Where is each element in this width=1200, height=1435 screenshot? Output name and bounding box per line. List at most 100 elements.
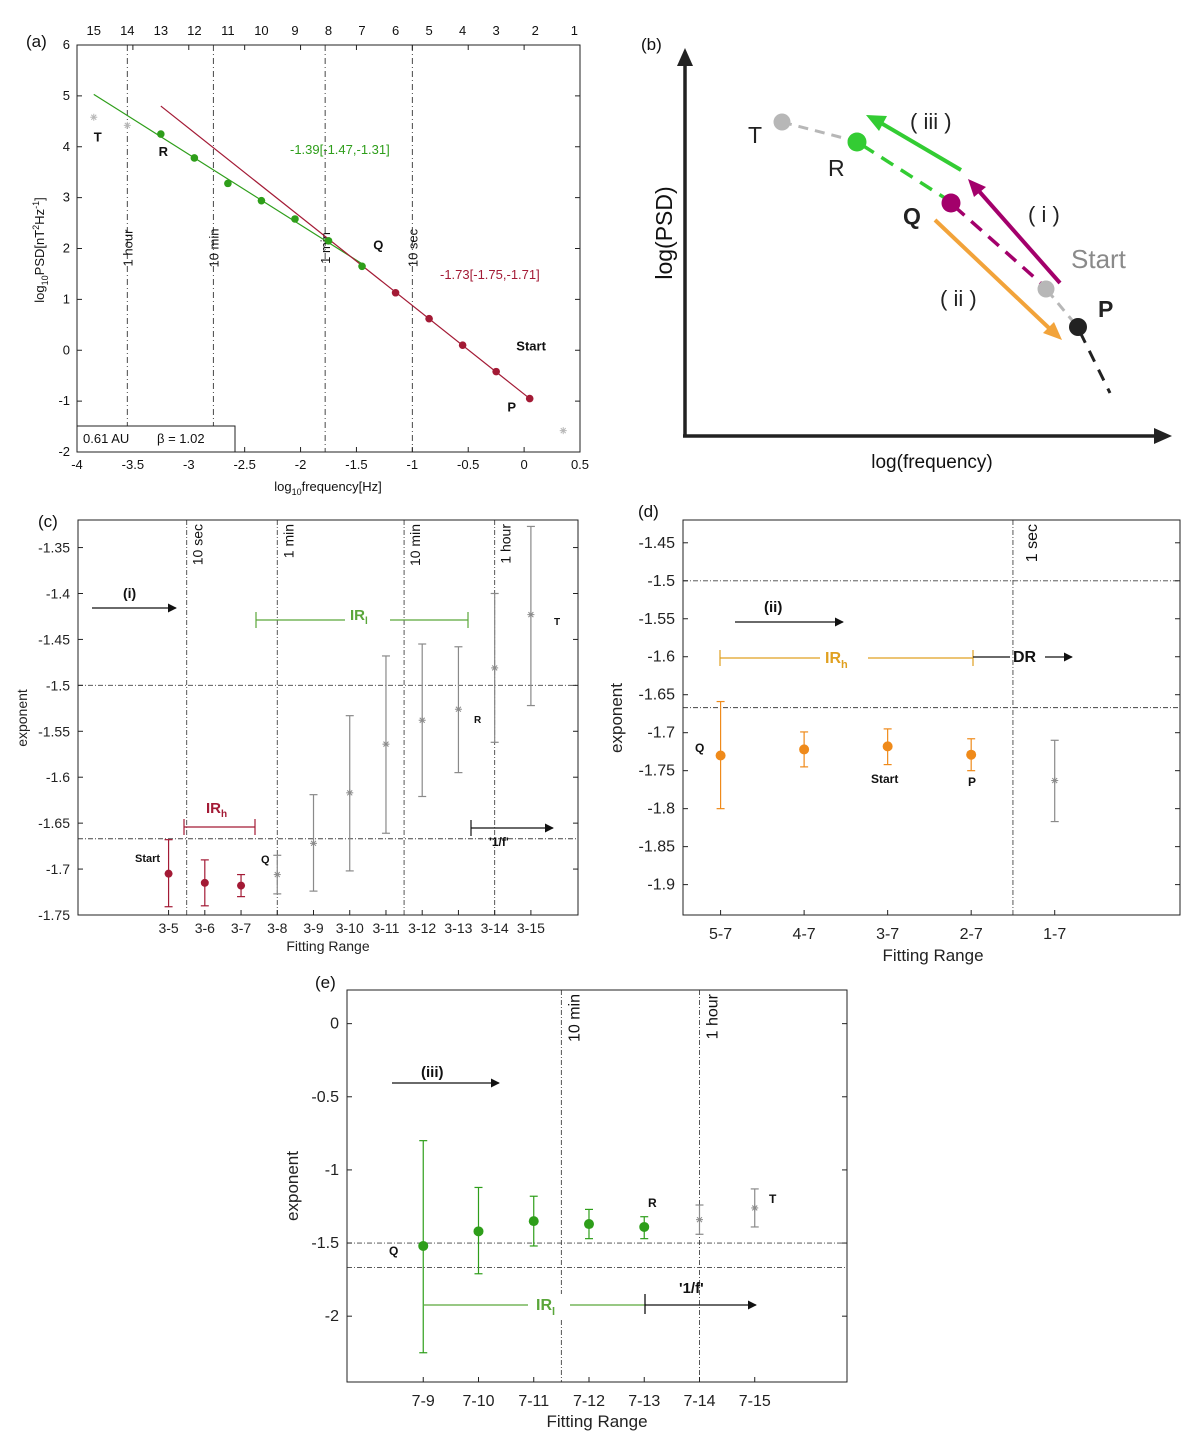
panel-a-vline-label: 1 hour: [120, 229, 135, 267]
pd-ytick-label: -1.85: [639, 839, 676, 856]
panel-b-label-p: P: [1098, 296, 1113, 322]
panel-b-xlabel: log(frequency): [871, 452, 992, 473]
panel-a-red-point: [391, 288, 400, 297]
panel-a-top-tick-label: 12: [187, 23, 201, 38]
panel-a-legend-au: 0.61 AU: [83, 431, 129, 446]
pc-gray-point-point: [491, 664, 499, 672]
panel-c-label-start: Start: [135, 853, 160, 865]
panel-e-ticks: 7-9 7-10 7-11 7-12 7-13 7-14 7-15 -2 -1.5 -1 -0.5 0: [311, 1016, 847, 1410]
panel-e-errorbars: [418, 1140, 759, 1354]
panel-d-ticks: 5-7 4-7 3-7 2-7 1-7 -1.9 -1.85 -1.8 -1.75 -1.7 -1.…: [639, 535, 1180, 943]
panel-a-green-fit-line: [93, 93, 363, 265]
pc-vline-label: 1 hour: [498, 524, 514, 564]
pc-gray-point: [526, 525, 535, 707]
panel-a-gray-point-stroke: [560, 427, 567, 434]
pe-green-point: [418, 1140, 429, 1354]
panel-a-top-tick-label: 10: [254, 23, 268, 38]
pc-gray-point: [381, 655, 390, 834]
pd-orange-point: [882, 728, 893, 766]
panel-a-top-tick-label: 9: [291, 23, 298, 38]
pc-xtick-label: 3-6: [195, 920, 215, 936]
panel-a-label: (a): [26, 32, 47, 51]
panel-e-onef-label: '1/f': [679, 1280, 704, 1297]
panel-a: (a) 15 14 13 12 11 10 9 8 7 6 5 4 3 2 1 1 hour 10 min 1 …: [26, 23, 589, 497]
panel-d-ref-lines: 1 sec: [683, 520, 1180, 915]
pd-ytick-label: -1.55: [639, 611, 676, 628]
panel-a-xtick-label: -3.5: [122, 457, 144, 472]
pd-ytick-label: -1.45: [639, 535, 676, 552]
pe-ytick-label: -1: [325, 1162, 339, 1179]
panel-e-label-t: T: [769, 1192, 777, 1206]
pd-ytick-label: -1.7: [647, 725, 675, 742]
pe-green-point: [473, 1186, 484, 1275]
panel-a-ylabel: log10PSD[nT2Hz-1]: [31, 197, 50, 302]
panel-b-arrow-iii: [879, 121, 963, 172]
panel-b-label-r: R: [828, 155, 845, 181]
panel-a-green-point: [257, 196, 266, 205]
pe-gray-point: [695, 1204, 704, 1235]
panel-a-ytick-label: 0: [63, 342, 70, 357]
pe-xtick-label: 7-9: [412, 1393, 435, 1410]
pc-gray-point-point-stroke: [419, 717, 426, 724]
panel-a-top-tick-label: 8: [325, 23, 332, 38]
panel-a-ytick-label: 1: [63, 291, 70, 306]
pc-vline-label: 10 min: [407, 524, 423, 566]
panel-a-vline-label: 10 min: [206, 228, 221, 267]
pe-vline-label: 10 min: [566, 994, 583, 1042]
panel-b-arrow-i: [976, 188, 1062, 285]
panel-c-label-i: (i): [123, 585, 136, 601]
panel-e-label-iii: (iii): [421, 1064, 444, 1081]
pc-ytick-label: -1.75: [38, 907, 70, 923]
panel-d-ylabel: exponent: [607, 683, 626, 753]
panel-a-points: [90, 113, 567, 435]
panel-a-legend-box: [76, 425, 236, 453]
pc-ytick-label: -1.35: [38, 540, 70, 556]
pc-gray-point-point: [346, 789, 354, 797]
pc-xtick-label: 3-14: [481, 920, 509, 936]
panel-a-xtick-label: -2: [295, 457, 307, 472]
panel-a-point-label: T: [94, 130, 102, 145]
panel-a-top-tick-label: 2: [532, 23, 539, 38]
pe-xtick-label: 7-14: [683, 1393, 715, 1410]
pc-red-point: [200, 859, 209, 907]
panel-a-xlabel: log10frequency[Hz]: [274, 479, 382, 497]
panel-a-red-fit-line: [160, 105, 531, 400]
pc-ytick-label: -1.65: [38, 815, 70, 831]
panel-a-red-point: [492, 367, 500, 376]
pe-vline-label: 1 hour: [704, 993, 721, 1039]
pd-ytick-label: -1.9: [647, 877, 675, 894]
panel-b-arrow-ii: [933, 218, 1052, 331]
panel-a-red-point: [458, 341, 467, 349]
pd-xtick-label: 1-7: [1043, 926, 1066, 943]
panel-a-green-point: [157, 130, 165, 138]
pc-xtick-label: 3-13: [444, 920, 472, 936]
pc-gray-point: [309, 794, 318, 892]
panel-b-x-axis-arrowhead: [1154, 428, 1172, 444]
panel-a-gray-point: [90, 113, 98, 121]
pe-green-point-point: [639, 1221, 650, 1232]
pc-gray-point-point: [454, 705, 462, 713]
pe-ytick-label: -0.5: [311, 1089, 339, 1106]
pe-ytick-label: -1.5: [311, 1235, 339, 1252]
pd-ytick-label: -1.75: [639, 763, 676, 780]
panel-d-annotations: (ii) IRh DR Q Start P: [695, 599, 1073, 789]
panel-c-ticks: 3-5 3-6 3-7 3-8 3-9 3-10 3-11 3-12 3-13 3-14 3-15 -…: [38, 540, 578, 936]
panel-a-ytick-label: 6: [63, 37, 70, 52]
pe-gray-point-point-stroke: [696, 1216, 703, 1223]
panel-e-label-q: Q: [389, 1244, 398, 1258]
pc-gray-point-point-stroke: [346, 789, 353, 796]
pd-orange-point-point: [966, 749, 977, 760]
panel-c-label: (c): [38, 512, 58, 531]
pc-gray-point-point-stroke: [455, 706, 462, 713]
panel-a-ytick-label: -1: [58, 393, 70, 408]
panel-a-gray-point-stroke: [124, 122, 131, 129]
panel-c-ylabel: exponent: [14, 689, 30, 747]
panel-a-point-label: Q: [373, 238, 383, 253]
panel-a-top-tick-labels: 15 14 13 12 11 10 9 8 7 6 5 4 3 2 1: [87, 23, 578, 38]
pc-xtick-label: 3-7: [231, 920, 251, 936]
panel-e-axes-frame: [346, 989, 848, 1383]
pe-green-point: [528, 1195, 539, 1247]
panel-d-irh-bg: [820, 647, 868, 669]
panel-a-top-tick-label: 13: [154, 23, 168, 38]
